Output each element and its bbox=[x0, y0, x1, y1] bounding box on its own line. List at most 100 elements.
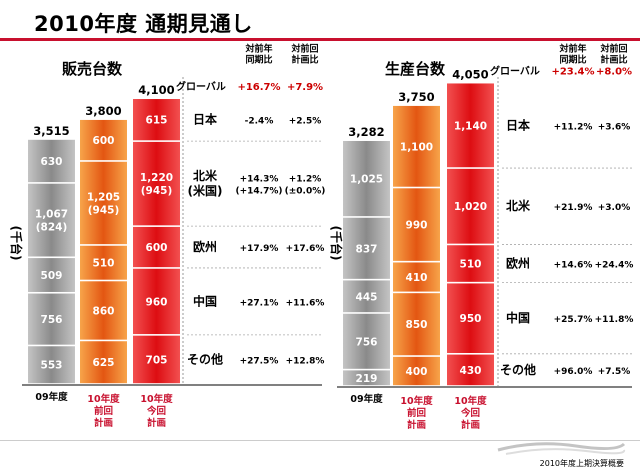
production-chart-title: 生産台数 bbox=[385, 60, 446, 78]
production-total-2: 3,750 bbox=[398, 90, 434, 104]
sales-total-2: 3,800 bbox=[85, 104, 121, 118]
production-vs-plan-2: +11.8% bbox=[595, 315, 634, 325]
production-bar-1-5 bbox=[343, 140, 390, 217]
production-column-label-3: 10年度今回計画 bbox=[454, 395, 487, 431]
sales-bar-2-5 bbox=[80, 119, 127, 161]
production-bar-1-4 bbox=[343, 217, 390, 279]
sales-region-1: その他 bbox=[187, 351, 223, 366]
production-bar-label-3-5: 1,140 bbox=[454, 120, 487, 132]
production-region-2: 中国 bbox=[506, 310, 530, 325]
production-region-4: 北米 bbox=[506, 198, 531, 213]
production-bar-2-2 bbox=[393, 293, 440, 356]
production-bar-label-1-1: 219 bbox=[356, 373, 378, 385]
sales-global-vs-plan: +7.9% bbox=[287, 82, 323, 93]
sales-bar-1-3 bbox=[28, 258, 75, 292]
sales-chart-title: 販売台数 bbox=[62, 60, 123, 78]
sales-bar-3-3 bbox=[133, 226, 180, 268]
sales-bar-2-2 bbox=[80, 281, 127, 340]
production-bar-label-3-2: 950 bbox=[460, 313, 482, 325]
sales-column-label-3: 10年度今回計画 bbox=[140, 393, 173, 429]
sales-total-1: 3,515 bbox=[33, 124, 69, 138]
production-bar-1-3 bbox=[343, 280, 390, 313]
sales-header-yoy: 対前年同期比 bbox=[244, 43, 272, 66]
production-bar-3-4 bbox=[447, 168, 494, 244]
sales-total-3: 4,100 bbox=[138, 83, 174, 97]
production-yoy-2: +25.7% bbox=[554, 315, 593, 325]
production-column-label-2: 10年度前回計画 bbox=[400, 395, 433, 431]
footer-text: 2010年度上期決算概要 bbox=[539, 459, 624, 468]
production-region-5: 日本 bbox=[506, 117, 530, 132]
sales-global-label: グローバル bbox=[176, 80, 226, 93]
sales-bar-label-1-5: 630 bbox=[41, 156, 63, 168]
production-vs-plan-4: +3.0% bbox=[598, 203, 631, 213]
sales-bar-1-4 bbox=[28, 183, 75, 257]
production-bar-label-2-5: 1,100 bbox=[400, 141, 433, 153]
sales-bar-label-2-5: 600 bbox=[93, 135, 115, 147]
production-bar-label-2-2: 850 bbox=[406, 319, 428, 331]
production-total-3: 4,050 bbox=[452, 68, 488, 82]
production-bar-label-2-1: 400 bbox=[406, 366, 428, 378]
production-bar-1-1 bbox=[343, 370, 390, 386]
production-bar-label-1-3: 445 bbox=[356, 291, 378, 303]
sales-yoy-1: +27.5% bbox=[240, 356, 279, 366]
sales-bar-label-3-4: 1,220 (945) bbox=[140, 172, 173, 197]
sales-bar-3-1 bbox=[133, 335, 180, 384]
production-bar-3-1 bbox=[447, 354, 494, 386]
sales-bar-1-2 bbox=[28, 293, 75, 345]
sales-bar-1-5 bbox=[28, 139, 75, 183]
production-bar-1-2 bbox=[343, 313, 390, 369]
production-bar-2-1 bbox=[393, 356, 440, 386]
sales-bar-label-3-2: 960 bbox=[146, 296, 168, 308]
sales-bar-2-3 bbox=[80, 245, 127, 280]
sales-bar-label-1-4: 1,067 (824) bbox=[35, 209, 68, 234]
sales-y-axis-label: (千台) bbox=[9, 226, 24, 261]
sales-bar-label-3-5: 615 bbox=[146, 115, 168, 127]
production-region-1: その他 bbox=[500, 362, 536, 377]
sales-vs-plan-2: +11.6% bbox=[286, 298, 325, 308]
production-vs-plan-5: +3.6% bbox=[598, 122, 631, 132]
production-bar-2-3 bbox=[393, 262, 440, 292]
production-bar-label-3-1: 430 bbox=[460, 365, 482, 377]
production-vs-plan-1: +7.5% bbox=[598, 367, 631, 377]
production-bar-label-1-5: 1,025 bbox=[350, 174, 383, 186]
sales-global-yoy: +16.7% bbox=[237, 82, 280, 93]
production-bar-label-3-4: 1,020 bbox=[454, 201, 487, 213]
sales-bar-3-5 bbox=[133, 99, 180, 141]
production-global-label: グローバル bbox=[490, 65, 540, 78]
sales-bar-label-1-1: 553 bbox=[41, 360, 63, 372]
production-bar-3-5 bbox=[447, 83, 494, 168]
production-global-yoy: +23.4% bbox=[551, 67, 594, 78]
sales-bar-3-2 bbox=[133, 268, 180, 335]
production-bar-2-4 bbox=[393, 188, 440, 261]
production-bar-3-2 bbox=[447, 283, 494, 353]
production-yoy-1: +96.0% bbox=[554, 367, 593, 377]
production-bar-3-3 bbox=[447, 245, 494, 282]
sales-bar-label-3-1: 705 bbox=[146, 354, 168, 366]
sales-yoy-5: -2.4% bbox=[245, 117, 274, 127]
sales-vs-plan-3: +17.6% bbox=[286, 244, 325, 254]
sales-yoy-2: +27.1% bbox=[240, 298, 279, 308]
sales-vs-plan-4: +1.2% (±0.0%) bbox=[285, 175, 326, 197]
production-global-vs-plan: +8.0% bbox=[596, 67, 632, 78]
sales-region-2: 中国 bbox=[193, 293, 217, 308]
production-bar-label-3-3: 510 bbox=[460, 259, 482, 271]
sales-bar-label-1-3: 509 bbox=[41, 270, 63, 282]
sales-bar-1-1 bbox=[28, 346, 75, 384]
production-yoy-5: +11.2% bbox=[554, 122, 593, 132]
sales-region-4: 北米(米国) bbox=[188, 168, 223, 198]
production-total-1: 3,282 bbox=[348, 125, 384, 139]
footer-rule bbox=[0, 440, 640, 441]
production-bar-label-1-2: 756 bbox=[356, 336, 378, 348]
sales-bar-2-4 bbox=[80, 161, 127, 245]
production-yoy-3: +14.6% bbox=[554, 261, 593, 271]
production-column-label-1: 09年度 bbox=[350, 393, 383, 405]
sales-region-3: 欧州 bbox=[193, 239, 217, 254]
sales-region-5: 日本 bbox=[193, 112, 217, 127]
production-bar-2-5 bbox=[393, 105, 440, 187]
page-title: 2010年度 通期見通し bbox=[34, 12, 253, 36]
production-bar-label-1-4: 837 bbox=[356, 243, 378, 255]
production-y-axis-label: (千台) bbox=[329, 226, 344, 261]
logo-swoosh-icon bbox=[497, 442, 626, 455]
production-bar-label-2-4: 990 bbox=[406, 220, 428, 232]
